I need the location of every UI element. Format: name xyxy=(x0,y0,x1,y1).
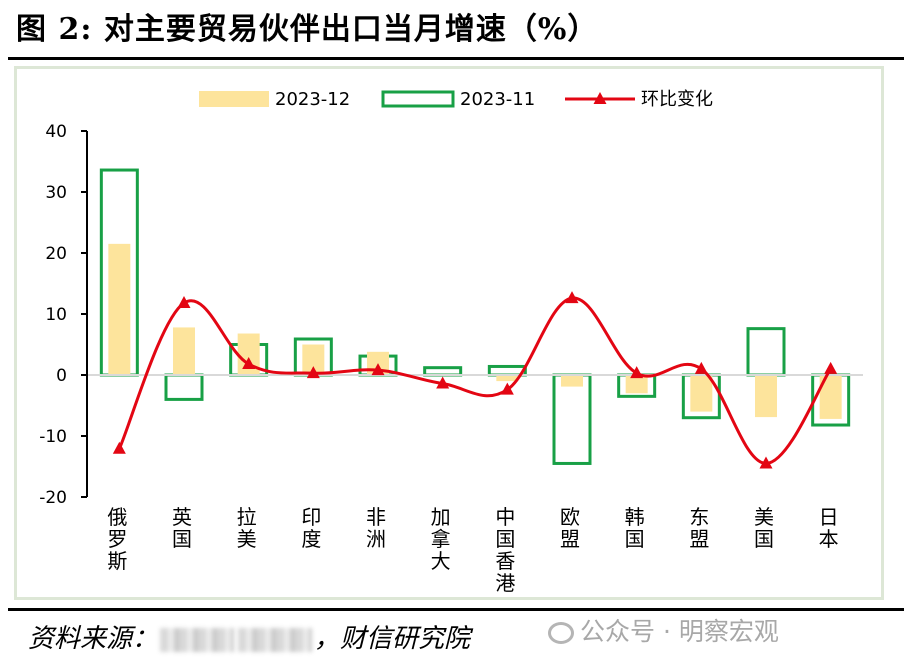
y-tick-label: -10 xyxy=(39,427,67,447)
bar-2023-11 xyxy=(423,366,463,377)
line-point-marker xyxy=(112,441,126,454)
legend-swatch-2023-11 xyxy=(381,90,455,108)
line-point-marker xyxy=(371,363,385,376)
line-point-marker xyxy=(177,296,191,309)
bar-2023-12 xyxy=(173,327,195,375)
x-category-label: 东盟 xyxy=(689,505,709,551)
bars-layer xyxy=(99,168,851,465)
title-rule xyxy=(8,57,904,60)
bar-2023-12 xyxy=(237,333,260,375)
axes-layer: 40 30 20 10 0 -10 -20 xyxy=(39,122,863,508)
x-category-label: 日本 xyxy=(819,505,839,551)
line-point-marker xyxy=(759,456,773,469)
source-prefix: 资料来源： xyxy=(28,624,159,654)
watermark-text: 公众号 · 明察宏观 xyxy=(580,617,779,646)
x-category-label: 美国 xyxy=(754,505,774,551)
line-point-marker xyxy=(436,376,450,389)
x-category-label: 拉美 xyxy=(237,505,257,551)
bar-2023-11 xyxy=(552,373,592,465)
line-point-marker xyxy=(630,366,644,379)
source-suffix: ，财信研究院 xyxy=(314,624,471,654)
y-tick-label: 40 xyxy=(45,122,67,142)
figure-title: 图 2: 对主要贸易伙伴出口当月增速（%） xyxy=(16,12,599,47)
source-note: 资料来源： ，财信研究院 xyxy=(28,618,470,655)
legend: 2023-12 2023-11 环比变化 xyxy=(199,89,713,110)
line-point-marker xyxy=(500,382,514,395)
chart-frame: 2023-12 2023-11 环比变化 40 30 20 10 0 -10 -20 俄罗斯 英国… xyxy=(14,66,884,600)
y-tick-label: -20 xyxy=(39,488,67,508)
wechat-icon xyxy=(548,622,574,644)
line-layer xyxy=(112,291,838,469)
bar-2023-12 xyxy=(108,243,131,375)
x-category-label: 印度 xyxy=(301,505,321,551)
y-tick-label: 0 xyxy=(56,366,67,386)
x-category-label: 韩国 xyxy=(625,505,645,551)
x-category-label: 欧盟 xyxy=(560,505,580,551)
y-tick-label: 20 xyxy=(45,244,67,264)
bar-2023-11 xyxy=(746,327,786,377)
x-category-label: 中国香港 xyxy=(495,505,515,595)
footer-rule xyxy=(8,608,904,611)
line-point-marker xyxy=(306,366,320,379)
x-category-label: 英国 xyxy=(172,505,192,551)
y-tick-label: 10 xyxy=(45,305,67,325)
bar-2023-12 xyxy=(302,344,325,375)
line-point-marker xyxy=(824,361,838,374)
bar-2023-12 xyxy=(819,375,842,419)
bar-2023-12 xyxy=(561,375,583,387)
legend-swatch-2023-12 xyxy=(199,91,269,107)
bar-2023-12 xyxy=(625,375,648,394)
legend-label-mom: 环比变化 xyxy=(641,89,713,110)
chart-svg: 2023-12 2023-11 环比变化 40 30 20 10 0 -10 -20 俄罗斯 英国… xyxy=(39,89,863,595)
watermark: 公众号 · 明察宏观 xyxy=(548,612,779,648)
x-category-label: 非洲 xyxy=(366,505,386,551)
bar-2023-11 xyxy=(164,373,204,401)
x-category-label: 加拿大 xyxy=(431,505,451,573)
legend-swatch-marker xyxy=(593,92,607,104)
redacted-block xyxy=(160,628,235,652)
line-point-marker xyxy=(242,357,256,370)
bar-2023-12 xyxy=(496,375,519,382)
x-category-label: 俄罗斯 xyxy=(107,505,127,573)
bar-2023-12 xyxy=(755,375,777,418)
line-point-marker xyxy=(694,361,708,374)
bar-2023-12 xyxy=(690,375,713,412)
redacted-block xyxy=(238,628,313,652)
line-point-marker xyxy=(565,291,579,304)
series-line-mom xyxy=(117,296,832,465)
legend-label-2023-11: 2023-11 xyxy=(460,89,535,110)
y-tick-label: 30 xyxy=(45,183,67,203)
legend-label-2023-12: 2023-12 xyxy=(275,89,350,110)
